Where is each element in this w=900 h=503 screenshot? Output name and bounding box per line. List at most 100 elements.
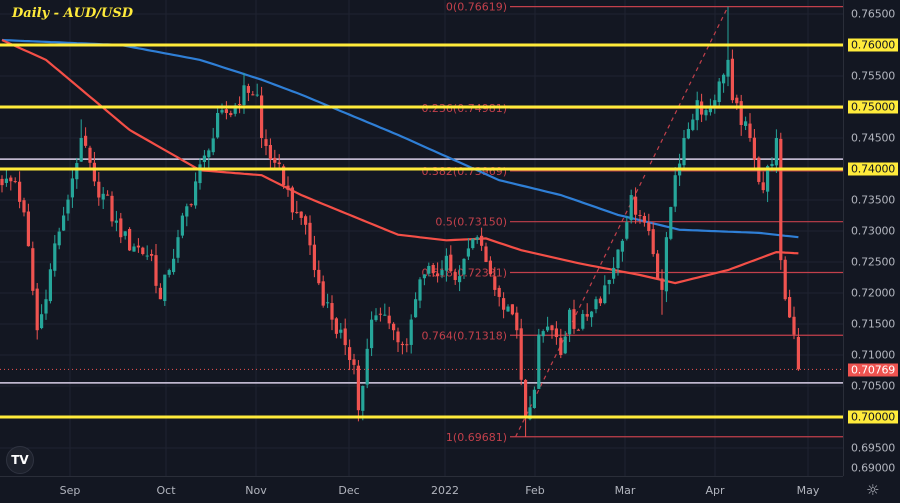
candle: [431, 263, 435, 277]
candle-body: [141, 247, 145, 255]
candle: [673, 167, 677, 213]
candle-body: [339, 329, 343, 333]
candle-body: [774, 138, 778, 166]
x-tick-label: May: [796, 484, 820, 497]
candle: [717, 78, 721, 108]
candle-body: [326, 302, 330, 304]
candle: [238, 96, 242, 114]
candle-body: [528, 407, 532, 420]
candle: [119, 212, 123, 244]
candle-body: [493, 276, 497, 290]
candle: [607, 279, 611, 295]
candle-body: [647, 222, 651, 231]
candle-body: [119, 218, 123, 238]
candle-body: [568, 309, 572, 335]
candle-body: [26, 211, 30, 247]
candle-body: [180, 215, 184, 236]
candle: [194, 172, 198, 209]
candle-body: [458, 276, 462, 283]
candle: [488, 256, 492, 277]
x-tick-label: Nov: [245, 484, 267, 497]
candle: [572, 299, 576, 334]
candle: [669, 206, 673, 241]
candle-body: [788, 297, 792, 318]
candle-body: [70, 178, 74, 198]
candle-body: [154, 255, 158, 286]
candle-body: [44, 299, 48, 314]
candle-body: [9, 177, 13, 182]
candle: [233, 103, 237, 117]
candle: [563, 331, 567, 355]
candle: [625, 215, 629, 241]
y-tick-label: 0.69000: [851, 461, 896, 475]
candle: [114, 210, 118, 232]
candle-body: [251, 94, 255, 96]
candle-body: [510, 304, 514, 315]
candle: [497, 285, 501, 307]
candle: [22, 197, 26, 217]
candle-body: [594, 299, 598, 310]
price-axis[interactable]: 0.76500 0.76000 0.75500 0.75000 0.74500 0.740…: [843, 0, 900, 476]
candle: [788, 289, 792, 318]
candle-body: [625, 222, 629, 239]
candle: [524, 378, 528, 437]
x-tick-label: Mar: [614, 484, 636, 497]
candle: [546, 316, 550, 333]
candle-body: [264, 139, 268, 146]
candle-body: [282, 166, 286, 186]
candle-body: [704, 110, 708, 116]
candle: [317, 260, 321, 286]
candle-body: [92, 162, 96, 182]
candle: [352, 353, 356, 375]
candle: [176, 229, 180, 263]
candle: [510, 304, 514, 316]
candle-body: [317, 269, 321, 284]
candle-body: [110, 195, 114, 222]
candle-body: [664, 237, 668, 292]
candle: [88, 145, 92, 169]
candle-body: [198, 164, 202, 184]
candle: [436, 262, 440, 283]
candle: [682, 130, 686, 170]
candle: [75, 157, 79, 189]
x-tick-label: Dec: [338, 484, 360, 497]
candle-body: [308, 222, 312, 246]
candle: [53, 235, 57, 277]
y-tick-label: 0.71000: [851, 348, 896, 362]
candle-body: [708, 107, 712, 113]
candle: [299, 211, 303, 225]
candle-body: [585, 314, 589, 317]
candle: [383, 303, 387, 316]
candle-body: [48, 269, 52, 302]
candle-body: [440, 270, 444, 276]
y-tick-label: 0.73000: [851, 224, 896, 238]
chart-plot-area[interactable]: 0(0.76619) 0.236(0.74981) 0.382(0.73969) 0.…: [0, 0, 843, 480]
candle-body: [194, 181, 198, 206]
candlestick-chart[interactable]: 0(0.76619) 0.236(0.74981) 0.382(0.73969) 0.…: [0, 0, 843, 480]
candle-body: [378, 313, 382, 315]
candle-body: [150, 254, 154, 256]
time-axis[interactable]: Sep Oct Nov Dec 2022 Feb Mar Apr May: [0, 476, 843, 503]
candle-body: [730, 58, 734, 101]
candle-body: [616, 249, 620, 269]
candle-body: [84, 135, 88, 146]
tradingview-logo[interactable]: TV: [6, 446, 34, 474]
settings-gear-icon[interactable]: ☼: [866, 481, 880, 499]
candle: [466, 238, 470, 261]
candle: [651, 222, 655, 257]
y-tick-label: 0.74500: [851, 131, 896, 145]
candle-body: [563, 336, 567, 354]
candle-body: [106, 194, 110, 196]
candle-body: [471, 238, 475, 249]
candle: [304, 214, 308, 235]
candle: [502, 292, 506, 319]
candle-body: [35, 288, 39, 331]
candle: [585, 303, 589, 321]
candle: [374, 308, 378, 322]
x-tick-label: 2022: [431, 484, 459, 497]
candle-body: [462, 258, 466, 275]
candle: [458, 265, 462, 292]
candle: [216, 107, 220, 139]
y-tick-label: 0.74000: [848, 162, 899, 176]
candle-body: [145, 255, 149, 257]
